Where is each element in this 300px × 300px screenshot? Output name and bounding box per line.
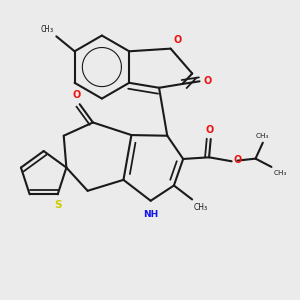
Text: CH₃: CH₃: [194, 203, 208, 212]
Text: O: O: [234, 155, 242, 165]
Text: O: O: [73, 90, 81, 100]
Text: CH₃: CH₃: [274, 170, 287, 176]
Text: S: S: [54, 200, 62, 210]
Text: O: O: [173, 35, 181, 45]
Text: CH₃: CH₃: [256, 134, 269, 140]
Text: NH: NH: [143, 210, 158, 219]
Text: O: O: [203, 76, 212, 86]
Text: O: O: [206, 125, 214, 135]
Text: CH₃: CH₃: [41, 25, 55, 34]
